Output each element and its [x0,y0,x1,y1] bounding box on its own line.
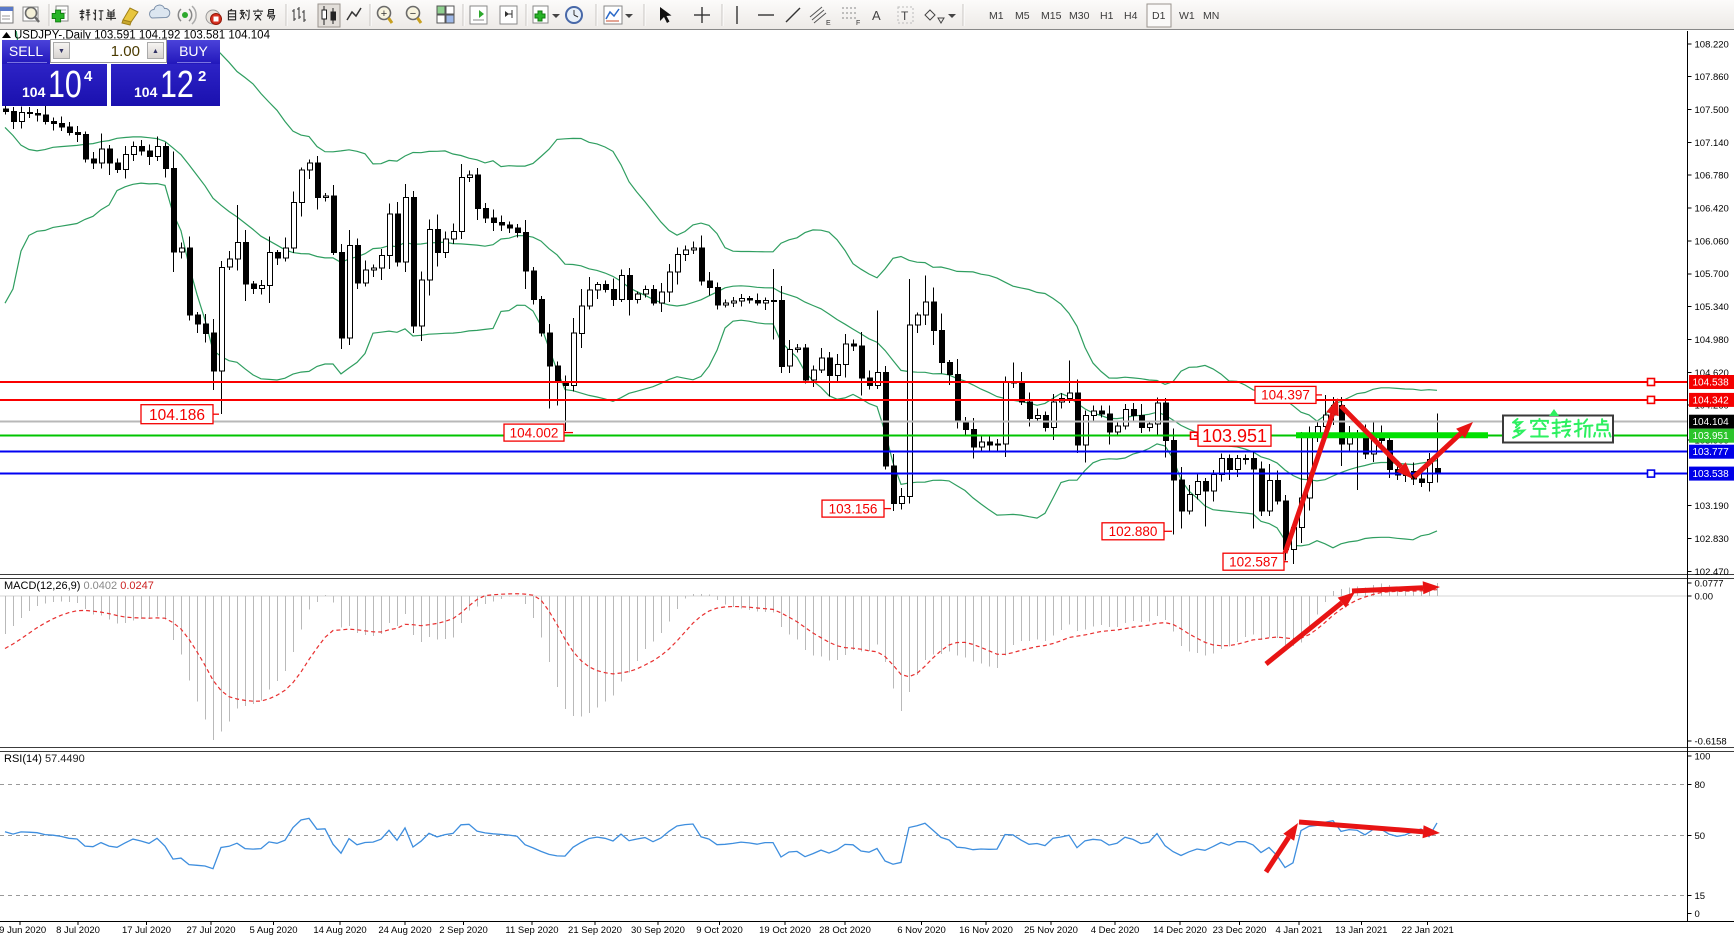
svg-text:104.397: 104.397 [1261,388,1310,403]
svg-text:9 Oct 2020: 9 Oct 2020 [696,925,742,936]
svg-text:102.470: 102.470 [1695,567,1729,578]
svg-text:103.538: 103.538 [1693,469,1730,480]
svg-text:14 Dec 2020: 14 Dec 2020 [1153,925,1207,936]
svg-text:104.104: 104.104 [1693,417,1730,428]
svg-text:104.980: 104.980 [1695,335,1729,346]
svg-text:14 Aug 2020: 14 Aug 2020 [313,925,366,936]
svg-text:21 Sep 2020: 21 Sep 2020 [568,925,622,936]
svg-text:23 Dec 2020: 23 Dec 2020 [1213,925,1267,936]
svg-text:16 Nov 2020: 16 Nov 2020 [959,925,1013,936]
svg-text:103.190: 103.190 [1695,501,1729,512]
svg-text:RSI(14) 57.4490: RSI(14) 57.4490 [4,753,85,765]
svg-text:28 Oct 2020: 28 Oct 2020 [819,925,871,936]
svg-text:W1: W1 [1179,10,1195,22]
svg-text:4 Dec 2020: 4 Dec 2020 [1091,925,1140,936]
svg-text:27 Jul 2020: 27 Jul 2020 [186,925,235,936]
svg-text:103.777: 103.777 [1693,447,1730,458]
svg-text:0.0777: 0.0777 [1695,579,1724,590]
svg-text:M1: M1 [989,10,1004,22]
svg-text:22 Jan 2021: 22 Jan 2021 [1402,925,1454,936]
svg-text:2 Sep 2020: 2 Sep 2020 [439,925,488,936]
svg-text:11 Sep 2020: 11 Sep 2020 [505,925,558,936]
svg-text:100: 100 [1695,752,1711,763]
svg-text:24 Aug 2020: 24 Aug 2020 [378,925,431,936]
svg-text:102.587: 102.587 [1229,555,1278,570]
svg-text:MN: MN [1203,10,1219,22]
svg-text:104.186: 104.186 [149,407,205,424]
svg-text:29 Jun 2020: 29 Jun 2020 [0,925,46,936]
svg-text:T: T [901,9,909,23]
svg-text:M30: M30 [1069,10,1090,22]
svg-text:105.340: 105.340 [1695,302,1729,313]
svg-text:106.420: 106.420 [1695,204,1729,215]
svg-text:0.00: 0.00 [1695,592,1714,603]
svg-text:E: E [826,20,831,27]
svg-text:103.951: 103.951 [1693,431,1730,442]
svg-text:107.860: 107.860 [1695,72,1729,83]
svg-text:+: + [381,8,387,20]
svg-text:108.220: 108.220 [1695,39,1729,50]
svg-text:102.880: 102.880 [1109,524,1158,539]
svg-text:D1: D1 [1152,10,1166,22]
svg-text:A: A [872,8,881,23]
svg-text:5 Aug 2020: 5 Aug 2020 [249,925,297,936]
svg-text:80: 80 [1695,780,1706,791]
svg-text:19 Oct 2020: 19 Oct 2020 [759,925,811,936]
svg-text:M5: M5 [1015,10,1030,22]
svg-text:106.780: 106.780 [1695,171,1729,182]
svg-text:−: − [410,8,416,20]
svg-text:103.951: 103.951 [1202,426,1267,446]
svg-text:104.002: 104.002 [510,425,559,440]
svg-text:104.538: 104.538 [1693,378,1730,389]
svg-text:H4: H4 [1124,10,1138,22]
svg-text:103.156: 103.156 [829,501,878,516]
svg-text:107.140: 107.140 [1695,138,1729,149]
svg-text:M15: M15 [1041,10,1062,22]
svg-text:-0.6158: -0.6158 [1695,737,1727,748]
svg-text:MACD(12,26,9) 0.0402 0.0247: MACD(12,26,9) 0.0402 0.0247 [4,580,154,592]
svg-text:6 Nov 2020: 6 Nov 2020 [897,925,946,936]
svg-text:30 Sep 2020: 30 Sep 2020 [631,925,685,936]
svg-text:106.060: 106.060 [1695,236,1729,247]
svg-text:50: 50 [1695,831,1706,842]
svg-text:13 Jan 2021: 13 Jan 2021 [1335,925,1387,936]
svg-text:4 Jan 2021: 4 Jan 2021 [1275,925,1322,936]
svg-text:104.620: 104.620 [1695,368,1729,379]
svg-text:17 Jul 2020: 17 Jul 2020 [122,925,171,936]
svg-text:USDJPY-,Daily 103.591 104.192: USDJPY-,Daily 103.591 104.192 103.581 10… [14,30,271,42]
svg-text:25 Nov 2020: 25 Nov 2020 [1024,925,1078,936]
svg-text:104.342: 104.342 [1693,395,1730,406]
svg-text:8 Jul 2020: 8 Jul 2020 [56,925,100,936]
svg-text:F: F [856,20,860,27]
svg-text:15: 15 [1695,891,1706,902]
svg-text:H1: H1 [1100,10,1114,22]
svg-text:102.830: 102.830 [1695,534,1729,545]
svg-text:105.700: 105.700 [1695,269,1729,280]
svg-text:107.500: 107.500 [1695,105,1729,116]
svg-text:0: 0 [1695,909,1700,920]
